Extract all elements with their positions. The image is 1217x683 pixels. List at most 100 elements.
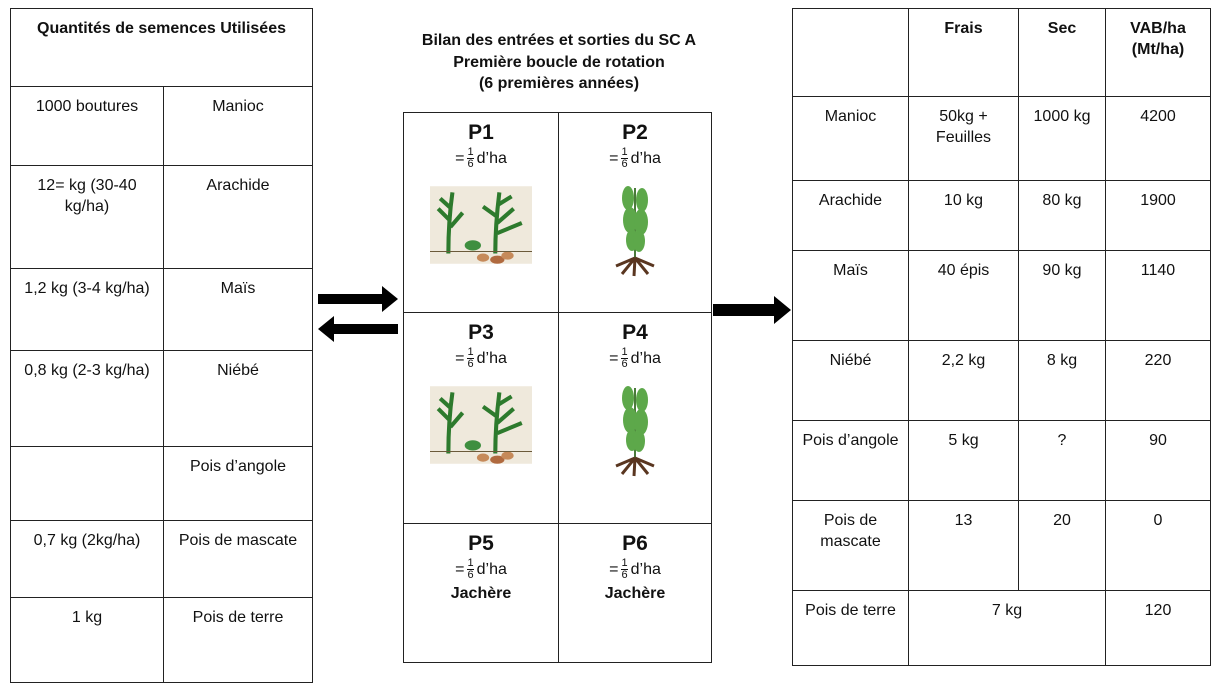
empty-header bbox=[792, 8, 909, 97]
crop: Maïs bbox=[792, 250, 909, 341]
output-row: Pois d’angole 5 kg? 90 bbox=[792, 420, 1211, 501]
cassava-image bbox=[614, 184, 656, 278]
plot-area: = 1 6 d’ha bbox=[404, 347, 558, 370]
area-unit: d’ha bbox=[630, 149, 661, 167]
plot: P3 = 1 6 d’ha bbox=[403, 312, 559, 524]
numerator: 1 bbox=[621, 557, 628, 570]
seed-table-header: Quantités de semences Utilisées bbox=[10, 8, 313, 87]
seed-row: 1,2 kg (3-4 kg/ha) Maïs bbox=[10, 268, 313, 351]
seed-crop: Niébé bbox=[163, 350, 313, 447]
vab: 90 bbox=[1105, 420, 1211, 501]
plot-name: P6 bbox=[622, 532, 648, 555]
output-header-row: Frais Sec VAB/ha (Mt/ha) bbox=[792, 8, 1211, 97]
column-header: VAB/ha (Mt/ha) bbox=[1105, 8, 1211, 97]
plot-name: P4 bbox=[622, 321, 648, 344]
area-prefix: = bbox=[609, 349, 619, 367]
frais: 13 bbox=[908, 500, 1019, 591]
plot-area: = 1 6 d’ha bbox=[404, 147, 558, 170]
crop: Manioc bbox=[792, 96, 909, 181]
denominator: 6 bbox=[467, 569, 474, 581]
plot: P6 = 1 6 d’ha Jachère bbox=[558, 523, 712, 663]
seed-crop: Maïs bbox=[163, 268, 313, 351]
plot-name: P5 bbox=[468, 532, 494, 555]
area-unit: d’ha bbox=[476, 560, 507, 578]
crop: Pois d’angole bbox=[792, 420, 909, 501]
seed-row: Pois d’angole bbox=[10, 446, 313, 521]
crop: Niébé bbox=[792, 340, 909, 421]
sec: 8 kg bbox=[1018, 340, 1106, 421]
denominator: 6 bbox=[621, 569, 628, 581]
seed-quantity: 1,2 kg (3-4 kg/ha) bbox=[10, 268, 164, 351]
vab: 4200 bbox=[1105, 96, 1211, 181]
area-prefix: = bbox=[609, 560, 619, 578]
seed-quantity: 1000 boutures bbox=[10, 86, 164, 166]
exchange-arrows bbox=[318, 286, 398, 342]
numerator: 1 bbox=[621, 146, 628, 159]
numerator: 1 bbox=[467, 146, 474, 159]
seed-crop: Pois de mascate bbox=[163, 520, 313, 598]
plot-grid: P1 = 1 6 d’ha P2 = 1 6 d’ha P3 = 1 6 d’ha P4 = 1 6 d’ha P5 = 1… bbox=[403, 112, 712, 663]
title-line: (6 premières années) bbox=[478, 75, 640, 93]
area-prefix: = bbox=[455, 560, 465, 578]
vab: 1900 bbox=[1105, 180, 1211, 251]
denominator: 6 bbox=[467, 358, 474, 370]
numerator: 1 bbox=[467, 346, 474, 359]
output-row: Pois de mascate 13 20 0 bbox=[792, 500, 1211, 591]
seed-quantity: 12= kg (30-40 kg/ha) bbox=[10, 165, 164, 269]
numerator: 1 bbox=[621, 346, 628, 359]
area-prefix: = bbox=[455, 149, 465, 167]
output-arrow bbox=[713, 296, 791, 324]
seed-table: Quantités de semences Utilisées 1000 bou… bbox=[10, 8, 313, 683]
seed-row: 0,7 kg (2kg/ha) Pois de mascate bbox=[10, 520, 313, 598]
denominator: 6 bbox=[621, 358, 628, 370]
seed-crop: Pois d’angole bbox=[163, 446, 313, 521]
column-header: Sec bbox=[1018, 8, 1106, 97]
frais-sec: 7 kg bbox=[908, 590, 1106, 666]
seed-quantity: 0,7 kg (2kg/ha) bbox=[10, 520, 164, 598]
sec: ? bbox=[1018, 420, 1106, 501]
frais: 40 épis bbox=[908, 250, 1019, 341]
mixed-crop-image bbox=[430, 386, 532, 464]
plot: P5 = 1 6 d’ha Jachère bbox=[403, 523, 559, 663]
denominator: 6 bbox=[621, 158, 628, 170]
seed-quantity bbox=[10, 446, 164, 521]
area-unit: d’ha bbox=[630, 560, 661, 578]
seed-crop: Manioc bbox=[163, 86, 313, 166]
area-unit: d’ha bbox=[476, 149, 507, 167]
title-line: Première boucle de rotation bbox=[453, 53, 665, 71]
sec: 80 kg bbox=[1018, 180, 1106, 251]
center-title: Bilan des entrées et sorties du SC A Prem… bbox=[360, 30, 758, 95]
area-prefix: = bbox=[455, 349, 465, 367]
seed-row: 12= kg (30-40 kg/ha) Arachide bbox=[10, 165, 313, 269]
seed-quantity: 1 kg bbox=[10, 597, 164, 683]
area-unit: d’ha bbox=[630, 349, 661, 367]
vab: 1140 bbox=[1105, 250, 1211, 341]
plot-note: Jachère bbox=[604, 585, 666, 602]
title-line: Bilan des entrées et sorties du SC A bbox=[421, 32, 697, 49]
plot-name: P2 bbox=[622, 121, 648, 144]
cassava-image bbox=[614, 384, 656, 478]
plot: P4 = 1 6 d’ha bbox=[558, 312, 712, 524]
frais: 2,2 kg bbox=[908, 340, 1019, 421]
seed-crop: Arachide bbox=[163, 165, 313, 269]
sec: 90 kg bbox=[1018, 250, 1106, 341]
crop: Pois de terre bbox=[792, 590, 909, 666]
output-row: Arachide 10 kg 80 kg 1900 bbox=[792, 180, 1211, 251]
plot-area: = 1 6 d’ha bbox=[559, 558, 711, 581]
seed-row: 1 kg Pois de terre bbox=[10, 597, 313, 683]
output-row: Niébé 2,2 kg 8 kg 220 bbox=[792, 340, 1211, 421]
seed-crop: Pois de terre bbox=[163, 597, 313, 683]
plot-area: = 1 6 d’ha bbox=[404, 558, 558, 581]
numerator: 1 bbox=[467, 557, 474, 570]
vab: 220 bbox=[1105, 340, 1211, 421]
sec: 20 bbox=[1018, 500, 1106, 591]
plot-name: P3 bbox=[468, 321, 494, 344]
mixed-crop-image bbox=[430, 186, 532, 264]
